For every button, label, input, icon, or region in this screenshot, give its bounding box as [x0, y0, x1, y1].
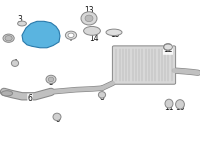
Circle shape [68, 33, 74, 37]
Text: 15: 15 [110, 30, 120, 39]
Text: 1: 1 [52, 34, 56, 44]
Ellipse shape [98, 92, 106, 98]
Ellipse shape [81, 12, 97, 25]
Ellipse shape [165, 99, 173, 108]
Circle shape [5, 36, 12, 41]
Text: 2: 2 [6, 35, 10, 44]
Ellipse shape [1, 91, 13, 96]
Text: 6: 6 [28, 94, 32, 103]
Polygon shape [22, 21, 60, 48]
Circle shape [65, 31, 77, 39]
Text: 12: 12 [163, 45, 173, 55]
Text: 4: 4 [13, 59, 17, 68]
Ellipse shape [18, 21, 26, 26]
Text: 7: 7 [69, 34, 73, 43]
Text: 8: 8 [100, 93, 104, 102]
FancyBboxPatch shape [112, 46, 176, 84]
Text: 9: 9 [56, 115, 60, 124]
Text: 14: 14 [89, 34, 99, 43]
Text: 3: 3 [18, 15, 22, 24]
Ellipse shape [106, 29, 122, 36]
Ellipse shape [11, 60, 19, 66]
Ellipse shape [53, 113, 61, 121]
Ellipse shape [85, 15, 93, 22]
Ellipse shape [176, 100, 184, 109]
Circle shape [3, 34, 14, 42]
Text: 11: 11 [164, 103, 174, 112]
Ellipse shape [46, 75, 56, 83]
Text: 5: 5 [49, 78, 53, 87]
Ellipse shape [84, 26, 100, 35]
Circle shape [164, 44, 172, 50]
Ellipse shape [48, 77, 54, 82]
Text: 10: 10 [175, 103, 185, 112]
Text: 13: 13 [84, 6, 94, 15]
